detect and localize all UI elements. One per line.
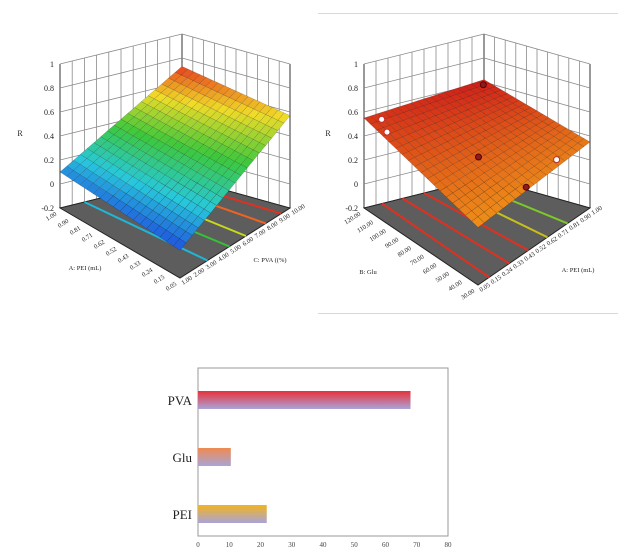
left-axis-tick-label: 50.00 <box>435 271 451 285</box>
right-axis-tick-label: 0.81 <box>568 220 581 232</box>
right-axis-tick-label: 1.00 <box>180 275 193 287</box>
surface-cell <box>173 238 187 251</box>
right-axis-tick-label: 0.05 <box>478 282 491 294</box>
z-tick-label: 0.8 <box>44 84 54 93</box>
z-axis-label: R <box>325 129 331 138</box>
right-axis-tick-label: 5.00 <box>229 244 242 256</box>
design-point <box>474 153 482 161</box>
right-axis-tick-label: 1.00 <box>590 205 603 217</box>
left-axis-tick-label: 0.05 <box>165 281 178 293</box>
left-axis-tick-label: 0.33 <box>129 260 142 272</box>
design-point <box>522 183 530 191</box>
left-axis-tick-label: 70.00 <box>409 254 425 268</box>
surface-cell <box>471 216 485 228</box>
right-axis-tick-label: 10.00 <box>290 203 306 217</box>
surface-plot-pei-pva: 10.80.60.40.20-0.2R1.000.900.810.710.620… <box>17 33 306 293</box>
z-tick-label: 0.6 <box>348 108 358 117</box>
right-axis-tick-label: 0.71 <box>557 228 570 240</box>
x-tick-label: 0 <box>196 541 200 549</box>
left-axis-tick-label: 0.71 <box>81 232 94 244</box>
z-tick-label: 0.2 <box>44 156 54 165</box>
x-tick-label: 10 <box>226 541 234 549</box>
category-label: PEI <box>173 507 193 522</box>
left-axis-tick-label: 1.00 <box>45 211 58 223</box>
floor-contour-line <box>83 201 208 262</box>
bar-chart-factor-contribution: 0 10 20 30 40 50 60 70 80 PVA Glu PEI <box>168 367 453 549</box>
bar-glu <box>198 448 231 466</box>
left-axis-tick-label: 30.00 <box>460 288 476 302</box>
left-axis-tick-label: 60.00 <box>422 262 438 276</box>
right-axis-tick-label: 0.43 <box>523 251 536 263</box>
left-axis-tick-label: 0.52 <box>105 246 118 258</box>
z-tick-label: 1 <box>50 60 54 69</box>
x-tick-label: 50 <box>351 541 359 549</box>
z-tick-label: 0.2 <box>348 156 358 165</box>
right-axis-tick-label: 2.00 <box>193 267 206 279</box>
bar-pva <box>198 391 411 409</box>
category-label: Glu <box>173 450 193 465</box>
left-axis-label: A: PEI (mL) <box>69 265 102 272</box>
design-point <box>378 115 386 123</box>
z-tick-label: -0.2 <box>41 204 54 213</box>
z-tick-label: 0.8 <box>348 84 358 93</box>
left-axis-label: B: Glu <box>359 269 377 276</box>
right-axis-tick-label: 0.15 <box>490 274 503 286</box>
z-tick-label: 0 <box>354 180 358 189</box>
x-tick-label: 60 <box>382 541 390 549</box>
z-tick-label: 1 <box>354 60 358 69</box>
x-tick-label: 80 <box>445 541 453 549</box>
right-axis-tick-label: 0.52 <box>534 243 547 255</box>
surface-plot-glu-pei: 1 0.8 0.6 0.4 0.2 0 -0.2 R 120.00110.00100.0090.… <box>325 33 604 302</box>
design-point <box>383 128 391 136</box>
top-divider <box>318 13 618 14</box>
right-axis-tick-label: 0.33 <box>512 259 525 271</box>
left-axis-tick-label: 110.00 <box>356 219 375 234</box>
right-axis-tick-label: 9.00 <box>278 213 291 225</box>
left-axis-tick-label: 120.00 <box>343 211 362 226</box>
left-axis-tick-label: 0.24 <box>141 266 155 278</box>
x-tick-label: 40 <box>320 541 328 549</box>
right-divider <box>318 313 618 314</box>
x-tick-label: 70 <box>413 541 421 549</box>
left-axis-tick-label: 0.15 <box>153 274 166 286</box>
x-tick-label: 30 <box>288 541 296 549</box>
z-tick-label: 0.6 <box>44 108 54 117</box>
right-axis-label: A: PEI (mL) <box>562 267 595 274</box>
left-axis-tick-label: 0.90 <box>57 218 70 230</box>
right-axis-tick-label: 4.00 <box>217 251 230 263</box>
z-tick-label: 0.4 <box>348 132 358 141</box>
right-axis-tick-label: 3.00 <box>205 259 218 271</box>
x-tick-label: 20 <box>257 541 265 549</box>
left-axis-tick-label: 90.00 <box>384 236 400 250</box>
left-axis-tick-label: 80.00 <box>397 245 413 259</box>
right-axis-tick-label: 0.62 <box>546 236 559 248</box>
left-axis-tick-label: 100.00 <box>369 228 388 243</box>
left-axis-tick-label: 0.43 <box>117 253 130 265</box>
left-axis-tick-label: 40.00 <box>447 279 463 293</box>
right-axis-label: C: PVA ((%) <box>253 257 286 264</box>
bar-pei <box>198 505 267 523</box>
floor-contour-line <box>401 197 510 265</box>
z-tick-label: -0.2 <box>345 204 358 213</box>
z-axis-label: R <box>17 129 23 138</box>
right-axis-tick-label: 8.00 <box>266 220 279 232</box>
floor-contour-line <box>381 202 490 279</box>
right-axis-tick-label: 0.90 <box>579 212 592 224</box>
z-tick-label: 0.4 <box>44 132 54 141</box>
category-label: PVA <box>168 393 193 408</box>
design-point <box>479 81 487 89</box>
left-axis-tick-label: 0.62 <box>93 239 106 251</box>
design-point <box>553 156 561 164</box>
left-axis-tick-label: 0.81 <box>69 225 82 237</box>
right-axis-tick-label: 6.00 <box>241 236 254 248</box>
z-tick-label: 0 <box>50 180 54 189</box>
right-axis-tick-label: 7.00 <box>254 228 267 240</box>
